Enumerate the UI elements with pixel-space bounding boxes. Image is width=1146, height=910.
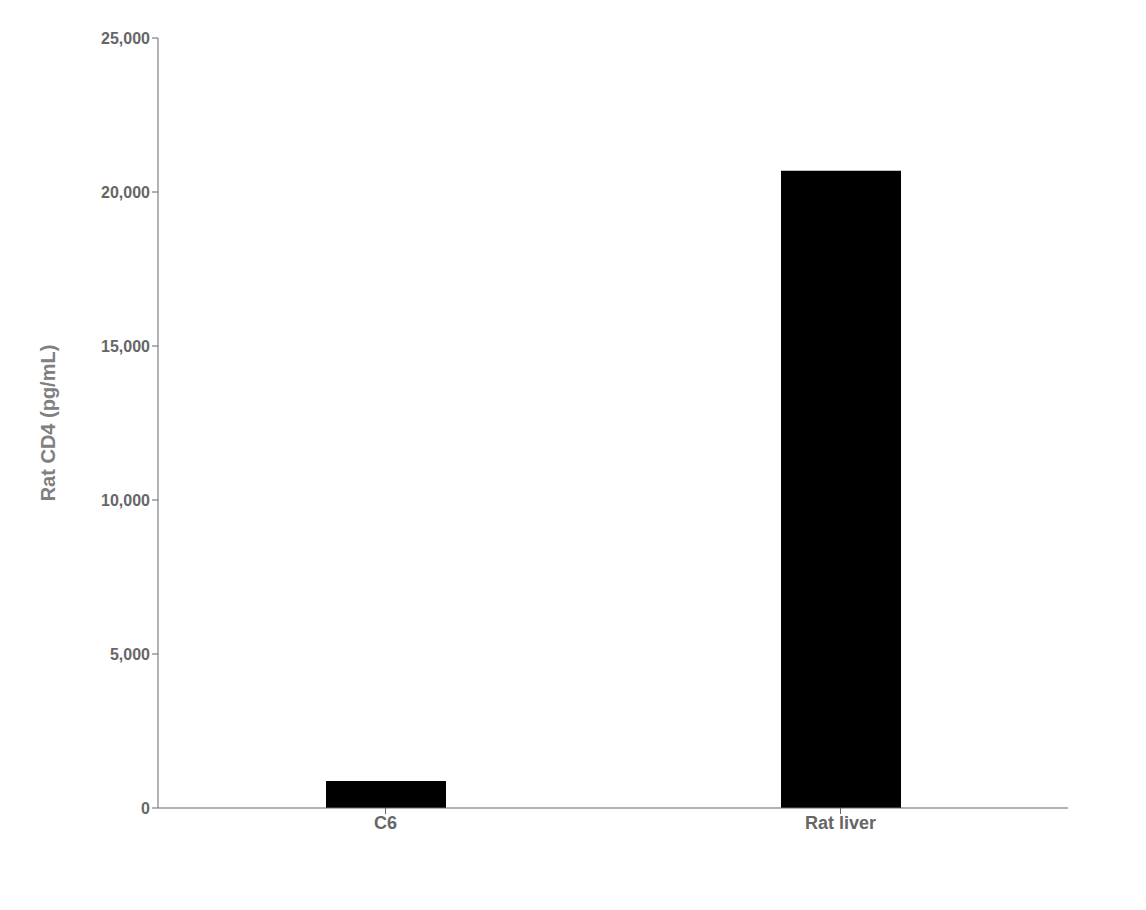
- svg-text:0: 0: [141, 800, 150, 817]
- svg-text:15,000: 15,000: [101, 338, 150, 355]
- svg-text:5,000: 5,000: [110, 646, 150, 663]
- svg-text:Rat CD4 (pg/mL): Rat CD4 (pg/mL): [37, 345, 59, 502]
- svg-text:20,000: 20,000: [101, 184, 150, 201]
- svg-text:10,000: 10,000: [101, 492, 150, 509]
- svg-text:Rat liver: Rat liver: [805, 813, 876, 833]
- svg-text:25,000: 25,000: [101, 30, 150, 47]
- svg-text:C6: C6: [374, 813, 397, 833]
